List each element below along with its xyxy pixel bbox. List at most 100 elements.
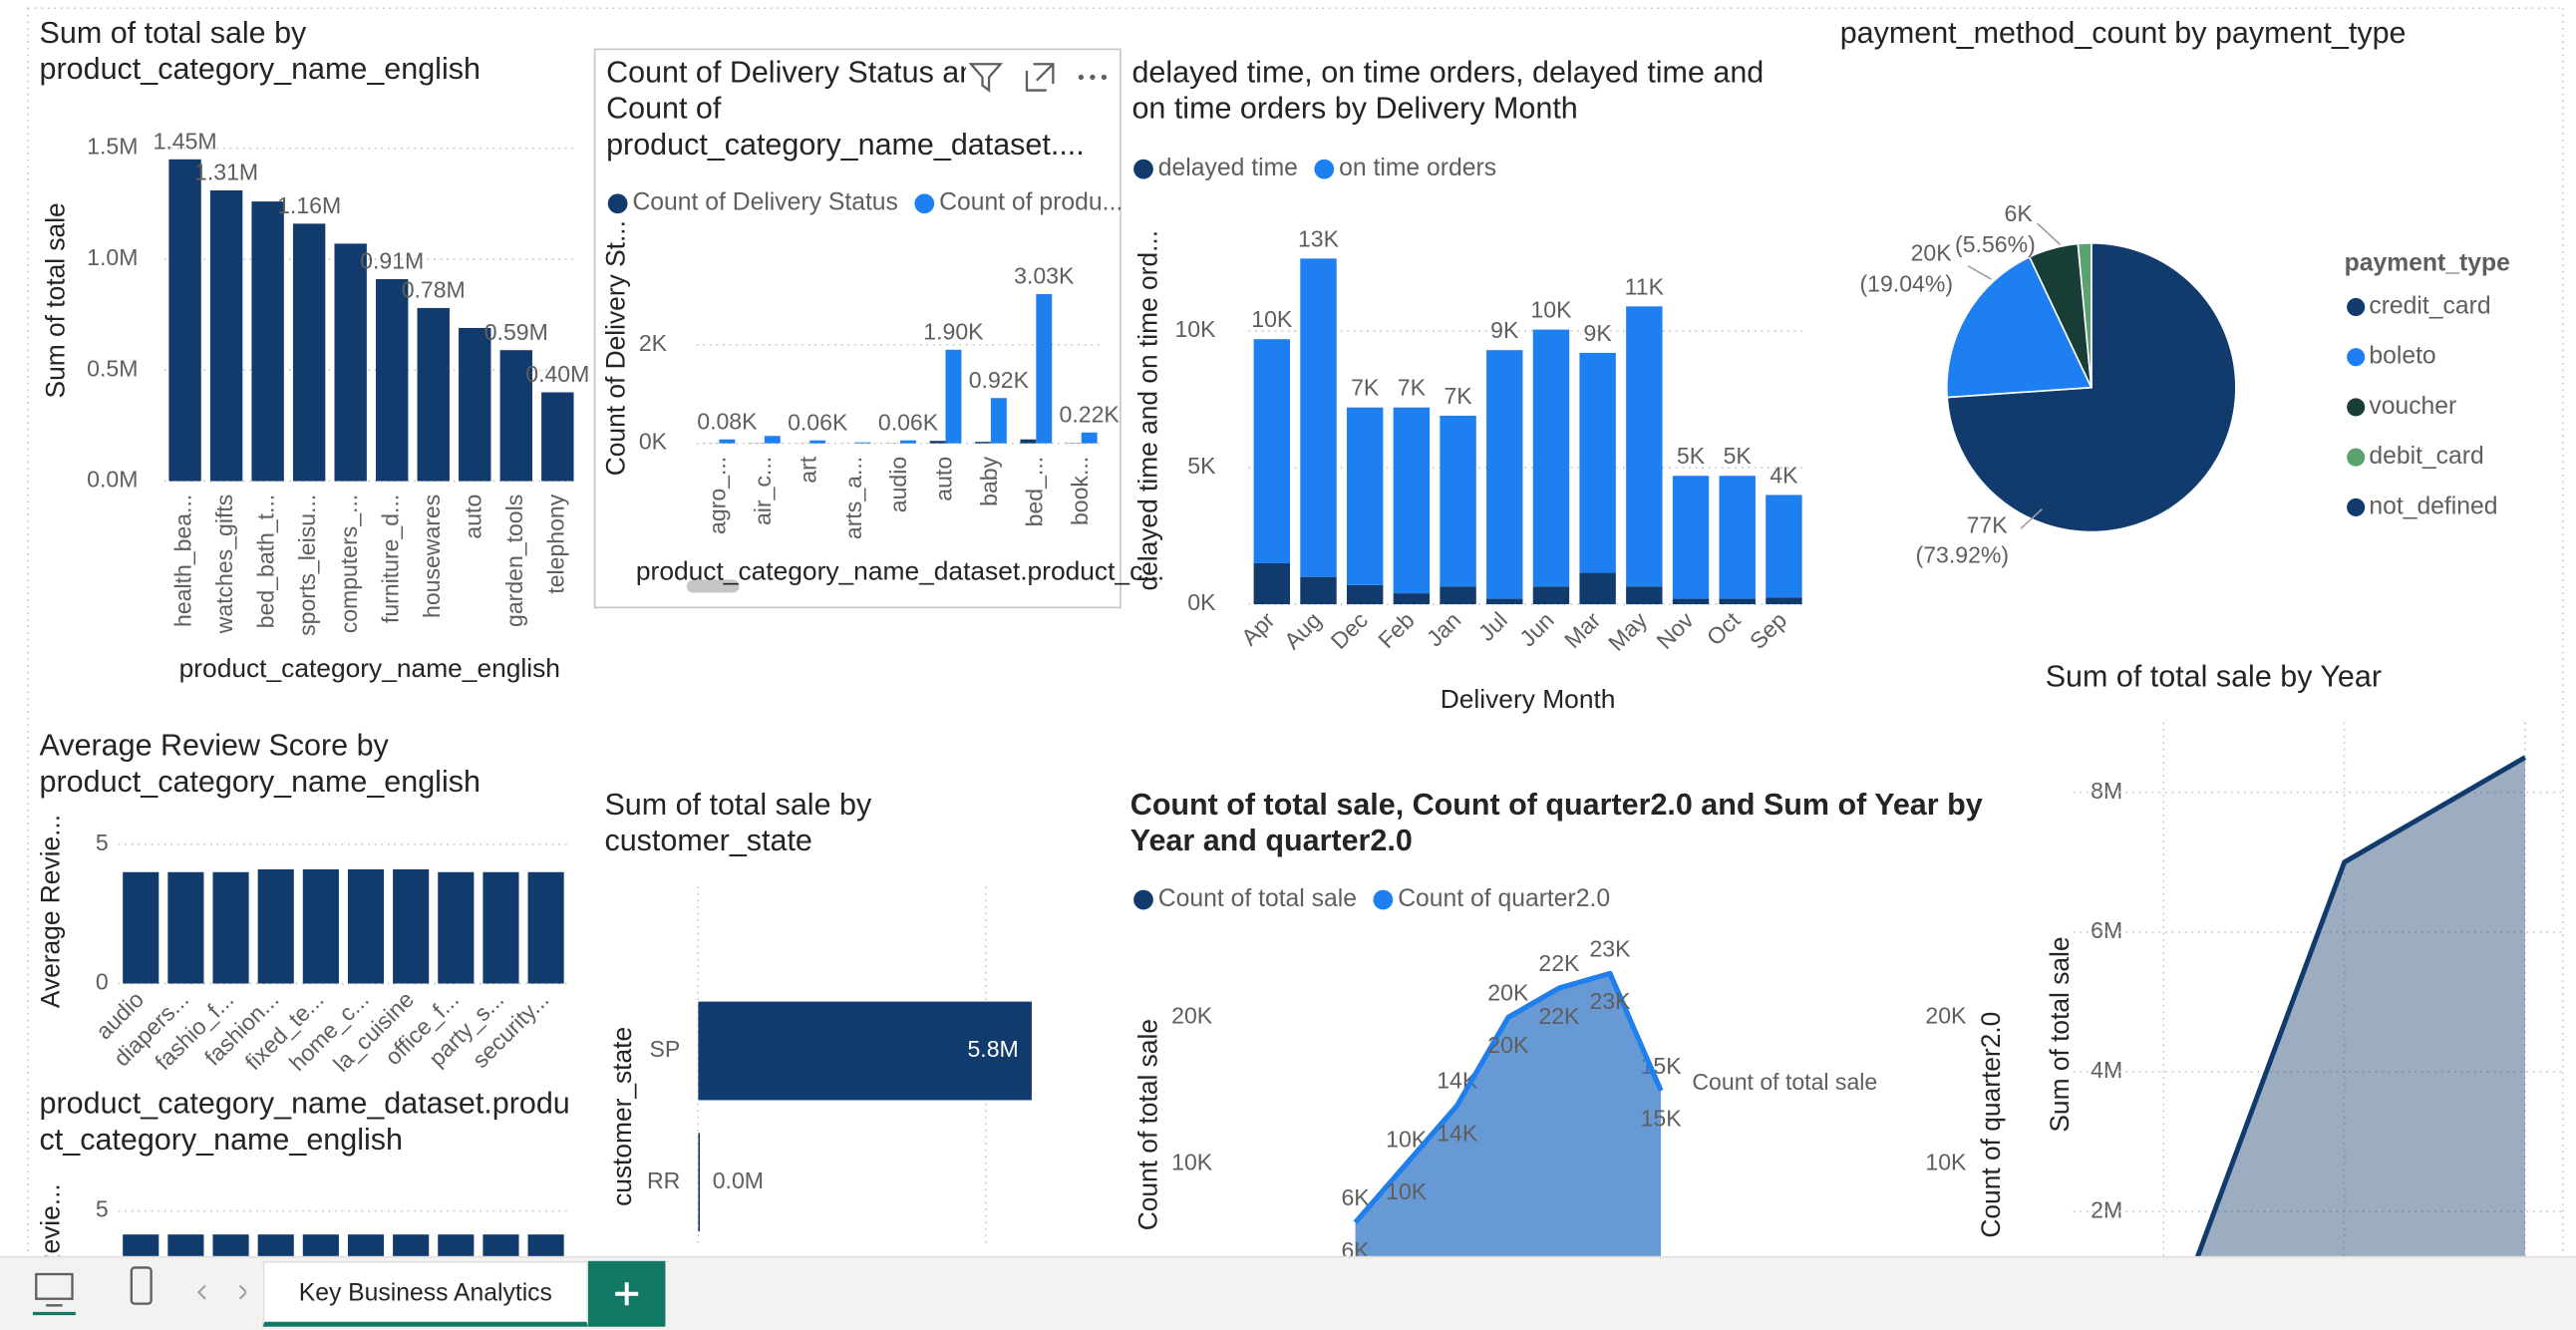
bar-segment	[1766, 495, 1802, 598]
more-options-icon[interactable]	[1078, 74, 1108, 81]
bar-segment	[1532, 586, 1570, 605]
x-tick-label: computers_...	[336, 495, 362, 634]
bar	[123, 871, 160, 984]
add-page-button[interactable]	[587, 1260, 666, 1327]
chart-title: Average Review Score by product_category…	[39, 727, 481, 799]
chart-title: Sum of total sale by customer_state	[604, 786, 872, 857]
x-axis-title: product_category_name_english	[179, 653, 560, 683]
next-page-arrow[interactable]	[238, 1284, 247, 1300]
y-tick-label: 1.0M	[87, 244, 138, 270]
legend-marker	[1133, 889, 1153, 910]
total-label: 10K	[1530, 297, 1572, 323]
bar	[438, 871, 475, 984]
data-label-percent: (73.92%)	[1916, 541, 2010, 567]
y-tick-label: 2M	[2091, 1196, 2122, 1222]
desktop-view-icon[interactable]	[32, 1272, 76, 1316]
legend-marker	[1314, 159, 1335, 179]
line	[1353, 970, 1664, 1224]
x-tick-label: Dec	[1326, 607, 1373, 654]
scrollbar[interactable]	[686, 579, 740, 593]
x-axis-title: product_category_name_dataset.product_c.…	[636, 556, 1164, 586]
page-tab[interactable]: Key Business Analytics	[262, 1260, 588, 1327]
bar-segment	[1253, 339, 1291, 563]
bar	[302, 868, 339, 984]
y-tick-label: SP	[649, 1036, 680, 1062]
data-label: 5.8M	[967, 1036, 1018, 1062]
data-label: 6K	[1341, 1184, 1370, 1210]
bar-segment	[1300, 258, 1337, 577]
bar	[854, 442, 871, 444]
y-tick-label: RR	[647, 1167, 680, 1193]
visual-header	[965, 57, 1118, 98]
x-tick-label: Sep	[1745, 607, 1791, 654]
focus-icon[interactable]	[1025, 63, 1055, 92]
legend-label: Count of total sale	[1158, 885, 1357, 912]
bar	[499, 350, 532, 482]
data-label: 23K	[1589, 988, 1631, 1014]
prev-page-arrow[interactable]	[196, 1284, 206, 1300]
bar	[347, 868, 385, 984]
y-tick-label: 20K	[1925, 1003, 1967, 1029]
data-label: 23K	[1589, 935, 1631, 961]
y-tick-label: 0.0M	[87, 467, 138, 493]
view-icons	[32, 1266, 247, 1316]
x-tick-label: Jun	[1514, 607, 1559, 652]
bar	[168, 159, 201, 482]
bar	[698, 1001, 1032, 1101]
y-tick-label: 1.5M	[87, 134, 138, 160]
x-axis-title: Delivery Month	[1441, 684, 1616, 714]
bar-segment	[1626, 586, 1663, 605]
x-tick-label: Mar	[1559, 606, 1606, 653]
data-label: 22K	[1538, 950, 1580, 976]
x-tick-label: Jan	[1422, 607, 1466, 652]
bar	[975, 442, 991, 444]
bar	[483, 871, 519, 984]
legend-label: not_defined	[2369, 493, 2497, 519]
data-label: 77K	[1967, 512, 2009, 538]
bar-segment	[1440, 586, 1476, 605]
x-tick-label: Jul	[1473, 607, 1512, 646]
data-label: 0.40M	[525, 361, 589, 387]
total-label: 7K	[1398, 375, 1427, 401]
x-tick-label: Oct	[1702, 606, 1746, 650]
data-label: 3.03K	[1014, 263, 1075, 289]
data-label: 0.92K	[969, 367, 1030, 393]
x-tick-label: art	[795, 456, 820, 483]
bar-segment	[1579, 352, 1616, 573]
y-tick-label: 6M	[2091, 917, 2122, 943]
mobile-view-icon[interactable]	[130, 1266, 153, 1305]
bar	[209, 189, 243, 482]
legend-label: voucher	[2369, 393, 2456, 420]
bar-segment	[1393, 407, 1431, 594]
y-axis-title: Count of Delivery St...	[601, 220, 631, 476]
bar	[1036, 293, 1053, 444]
total-label: 13K	[1298, 225, 1340, 251]
filter-icon[interactable]	[968, 63, 1004, 93]
area-fill	[1355, 973, 1662, 1311]
data-label: 0.0M	[713, 1167, 764, 1193]
chart-title: Sum of total sale by Year	[2045, 658, 2382, 693]
x-tick-label: auto	[460, 495, 485, 539]
total-label: 4K	[1770, 462, 1798, 488]
data-label: 1.16M	[277, 192, 341, 218]
y-axis-title: delayed time and on time ord...	[1133, 230, 1163, 591]
y-tick-label: 20K	[1171, 1003, 1213, 1029]
data-label: 0.59M	[484, 319, 548, 345]
data-label: 6K	[2005, 200, 2034, 226]
data-label: 22K	[1538, 1003, 1580, 1029]
bar-segment	[1719, 598, 1756, 605]
data-label: 20K	[1487, 979, 1529, 1005]
bar-segment	[1672, 476, 1710, 599]
data-label: 0.06K	[788, 409, 848, 435]
bar	[990, 398, 1007, 444]
bar	[1020, 439, 1037, 444]
x-tick-label: telephony	[542, 494, 568, 593]
x-tick-label: auto	[931, 457, 957, 501]
bar	[527, 871, 564, 984]
total-label: 5K	[1724, 443, 1753, 469]
total-label: 10K	[1251, 306, 1293, 332]
y2-axis-title: Count of quarter2.0	[1976, 1012, 2006, 1238]
legend-marker	[1373, 889, 1394, 910]
x-tick-label: audio	[885, 457, 911, 512]
